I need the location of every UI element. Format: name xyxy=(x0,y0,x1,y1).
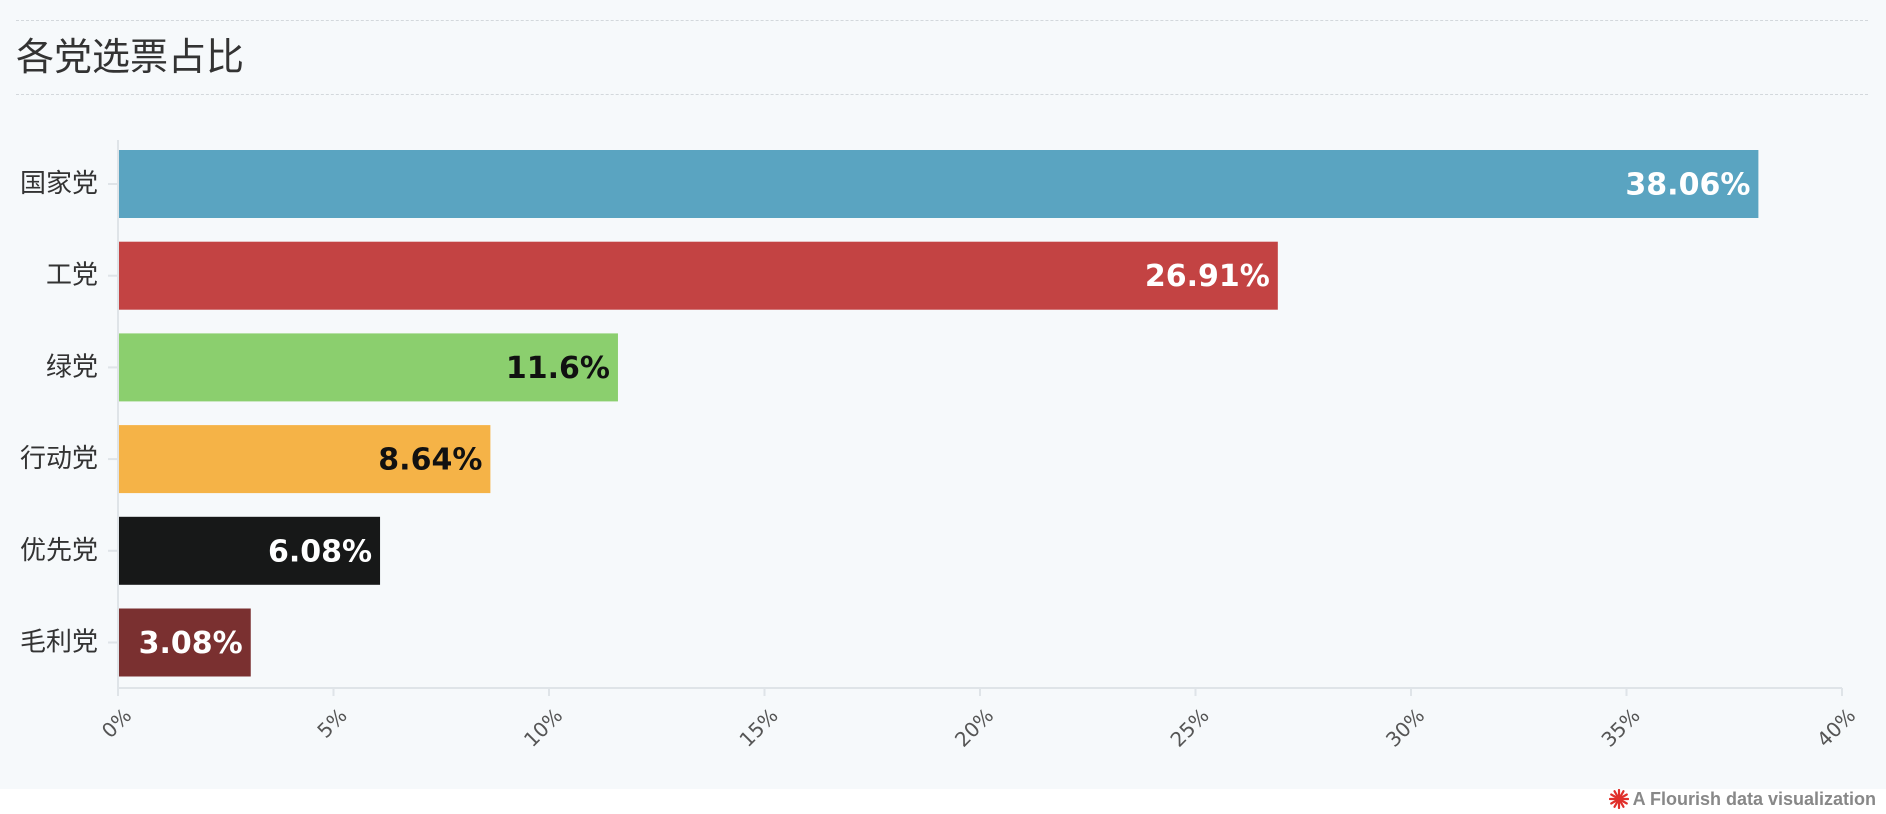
bar-chart: 0% 5% 10% 15% 20% 25% 30% 35% 40% 国家党工党绿党行动党优先党毛… xyxy=(20,140,1860,752)
bar[interactable] xyxy=(118,516,381,585)
bars-group xyxy=(118,150,1759,677)
x-tick-label: 30% xyxy=(1381,703,1429,751)
x-tick-label: 5% xyxy=(312,703,351,742)
x-tick-label: 25% xyxy=(1165,703,1213,751)
category-label: 绿党 xyxy=(46,352,98,382)
category-label: 优先党 xyxy=(20,536,98,566)
data-label: 3.08% xyxy=(139,626,243,661)
x-tick-label: 15% xyxy=(734,703,782,751)
bar[interactable] xyxy=(118,608,251,677)
logo-center xyxy=(1615,795,1623,803)
bar[interactable] xyxy=(118,241,1278,310)
data-label: 38.06% xyxy=(1625,168,1750,203)
bar[interactable] xyxy=(118,425,491,494)
title-top-rule xyxy=(16,20,1868,21)
title-bottom-rule xyxy=(16,94,1868,95)
category-label: 工党 xyxy=(46,261,98,291)
x-tick-label: 35% xyxy=(1596,703,1644,751)
data-label: 11.6% xyxy=(506,351,610,386)
category-label: 行动党 xyxy=(20,444,98,474)
data-labels-group: 38.06% 26.91% 11.6% 8.64% 6.08% 3.08% xyxy=(136,165,1753,664)
bar[interactable] xyxy=(118,333,618,402)
chart-title: 各党选票占比 xyxy=(16,35,245,79)
flourish-logo-icon xyxy=(1608,789,1629,809)
x-tick-label: 0% xyxy=(97,703,136,742)
x-tick-label: 10% xyxy=(519,703,567,751)
credit-text: A Flourish data visualization xyxy=(1632,788,1876,809)
data-label: 8.64% xyxy=(378,443,482,478)
data-label: 6.08% xyxy=(268,534,372,569)
bar[interactable] xyxy=(118,150,1759,218)
data-label: 26.91% xyxy=(1145,259,1270,294)
x-tick-label: 40% xyxy=(1812,703,1860,751)
category-label: 国家党 xyxy=(20,169,98,199)
flourish-credit[interactable]: A Flourish data visualization xyxy=(1608,788,1876,810)
x-tick-label: 20% xyxy=(950,703,998,751)
category-label: 毛利党 xyxy=(20,628,98,658)
